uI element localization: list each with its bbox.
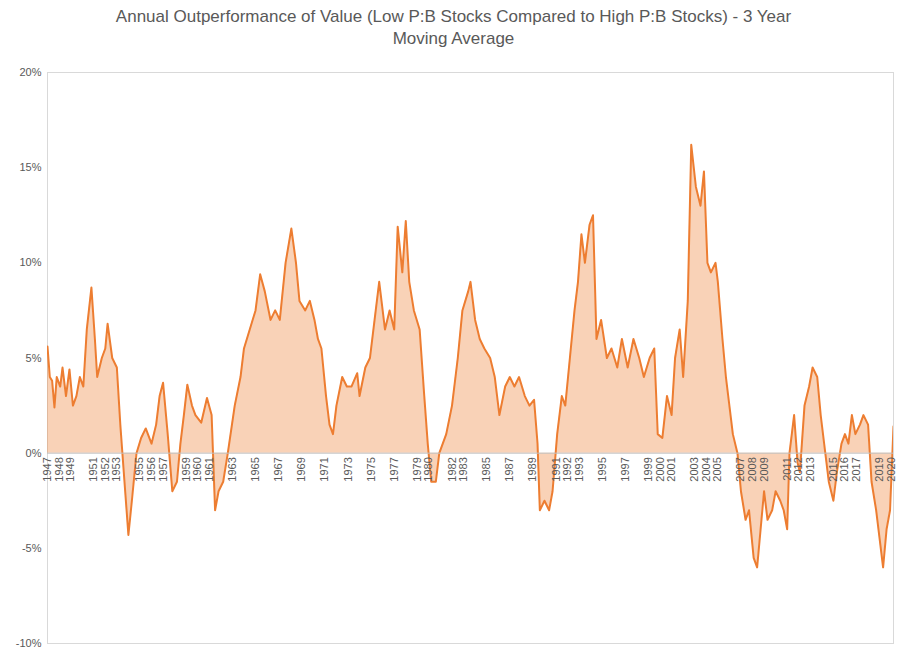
svg-text:2016: 2016: [838, 457, 850, 481]
svg-text:1989: 1989: [526, 457, 538, 481]
svg-text:1982: 1982: [446, 457, 458, 481]
svg-text:20%: 20%: [19, 66, 41, 78]
svg-text:1997: 1997: [619, 457, 631, 481]
svg-text:1960: 1960: [191, 457, 203, 481]
svg-text:2017: 2017: [850, 457, 862, 481]
svg-text:2009: 2009: [758, 457, 770, 481]
svg-text:2008: 2008: [746, 457, 758, 481]
svg-text:1956: 1956: [145, 457, 157, 481]
svg-text:1963: 1963: [226, 457, 238, 481]
svg-text:1971: 1971: [318, 457, 330, 481]
svg-text:-10%: -10%: [16, 637, 42, 649]
svg-text:2020: 2020: [885, 457, 897, 481]
svg-text:1979: 1979: [411, 457, 423, 481]
svg-text:15%: 15%: [19, 161, 41, 173]
svg-text:1993: 1993: [573, 457, 585, 481]
svg-text:1947: 1947: [41, 457, 53, 481]
svg-text:1952: 1952: [99, 457, 111, 481]
svg-text:1951: 1951: [87, 457, 99, 481]
svg-text:1957: 1957: [157, 457, 169, 481]
svg-text:2012: 2012: [792, 457, 804, 481]
svg-text:2005: 2005: [711, 457, 723, 481]
svg-text:1967: 1967: [272, 457, 284, 481]
svg-text:1953: 1953: [110, 457, 122, 481]
svg-text:0%: 0%: [26, 447, 42, 459]
svg-text:1959: 1959: [180, 457, 192, 481]
svg-text:1995: 1995: [596, 457, 608, 481]
svg-text:1973: 1973: [342, 457, 354, 481]
svg-text:2019: 2019: [873, 457, 885, 481]
svg-text:1961: 1961: [203, 457, 215, 481]
svg-text:2004: 2004: [700, 457, 712, 481]
svg-text:1965: 1965: [249, 457, 261, 481]
html-text:Annual Outperformance of Value: Annual Outperformance of Value (Low P:B …: [115, 7, 792, 48]
svg-text:1992: 1992: [561, 457, 573, 481]
svg-text:1955: 1955: [133, 457, 145, 481]
svg-text:2000: 2000: [654, 457, 666, 481]
svg-text:1980: 1980: [422, 457, 434, 481]
svg-text:1975: 1975: [365, 457, 377, 481]
svg-text:1985: 1985: [480, 457, 492, 481]
svg-text:5%: 5%: [26, 352, 42, 364]
svg-text:1949: 1949: [64, 457, 76, 481]
svg-text:-5%: -5%: [22, 542, 42, 554]
svg-text:2011: 2011: [781, 457, 793, 481]
svg-text:2007: 2007: [734, 457, 746, 481]
svg-text:2001: 2001: [665, 457, 677, 481]
svg-text:1999: 1999: [642, 457, 654, 481]
svg-text:1983: 1983: [457, 457, 469, 481]
svg-text:2015: 2015: [827, 457, 839, 481]
svg-text:2003: 2003: [688, 457, 700, 481]
svg-text:1977: 1977: [388, 457, 400, 481]
svg-text:1948: 1948: [53, 457, 65, 481]
svg-text:1991: 1991: [550, 457, 562, 481]
svg-text:1987: 1987: [503, 457, 515, 481]
svg-text:1969: 1969: [295, 457, 307, 481]
svg-text:10%: 10%: [19, 256, 41, 268]
svg-text:2013: 2013: [804, 457, 816, 481]
